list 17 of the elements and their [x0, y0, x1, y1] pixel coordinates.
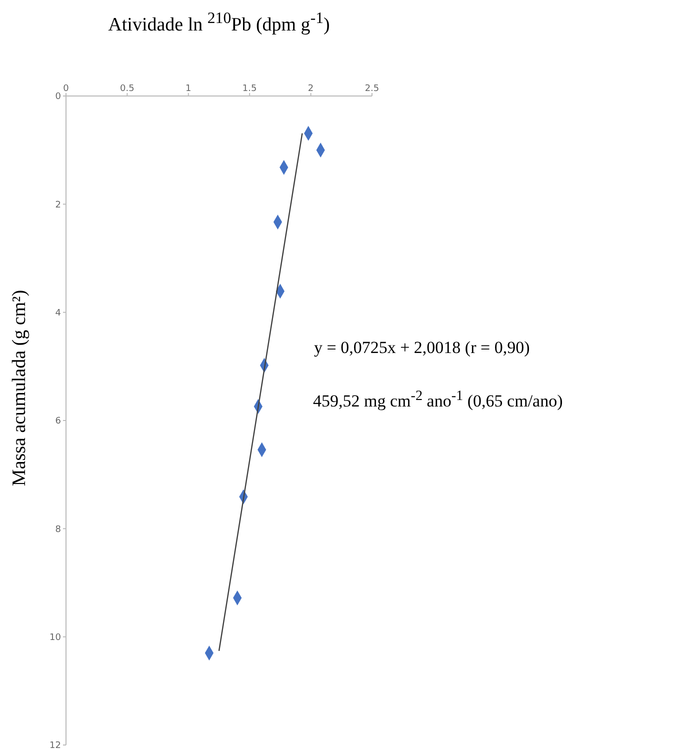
y-axis-title: Massa acumulada (g cm²)	[9, 290, 31, 486]
x-tick-label: 0.5	[120, 84, 134, 94]
y-tick-label: 0	[55, 92, 62, 102]
y-tick-label: 12	[50, 741, 61, 749]
y-tick-label: 4	[55, 308, 62, 319]
x-axis-title: Atividade ln $^{210}$Pb (dpm g$^{-1}$)	[107, 10, 331, 36]
x-tick-label: 1.5	[242, 84, 257, 94]
annotation: 459,52 mg cm$^{-2}$ ano$^{-1}$ (0,65 cm/ano)	[313, 388, 563, 412]
x-tick-label: 0	[63, 84, 70, 94]
y-tick-label: 2	[55, 200, 61, 210]
x-tick-label: 2	[308, 84, 314, 94]
y-tick-label: 10	[50, 633, 62, 644]
y-tick-label: 6	[55, 416, 62, 427]
x-tick-label: 2.5	[364, 84, 380, 94]
x-tick-label: 1	[186, 84, 192, 94]
y-tick-label: 8	[55, 524, 62, 535]
annotation: y = 0,0725x + 2,0018 (r = 0,90)	[314, 338, 530, 358]
